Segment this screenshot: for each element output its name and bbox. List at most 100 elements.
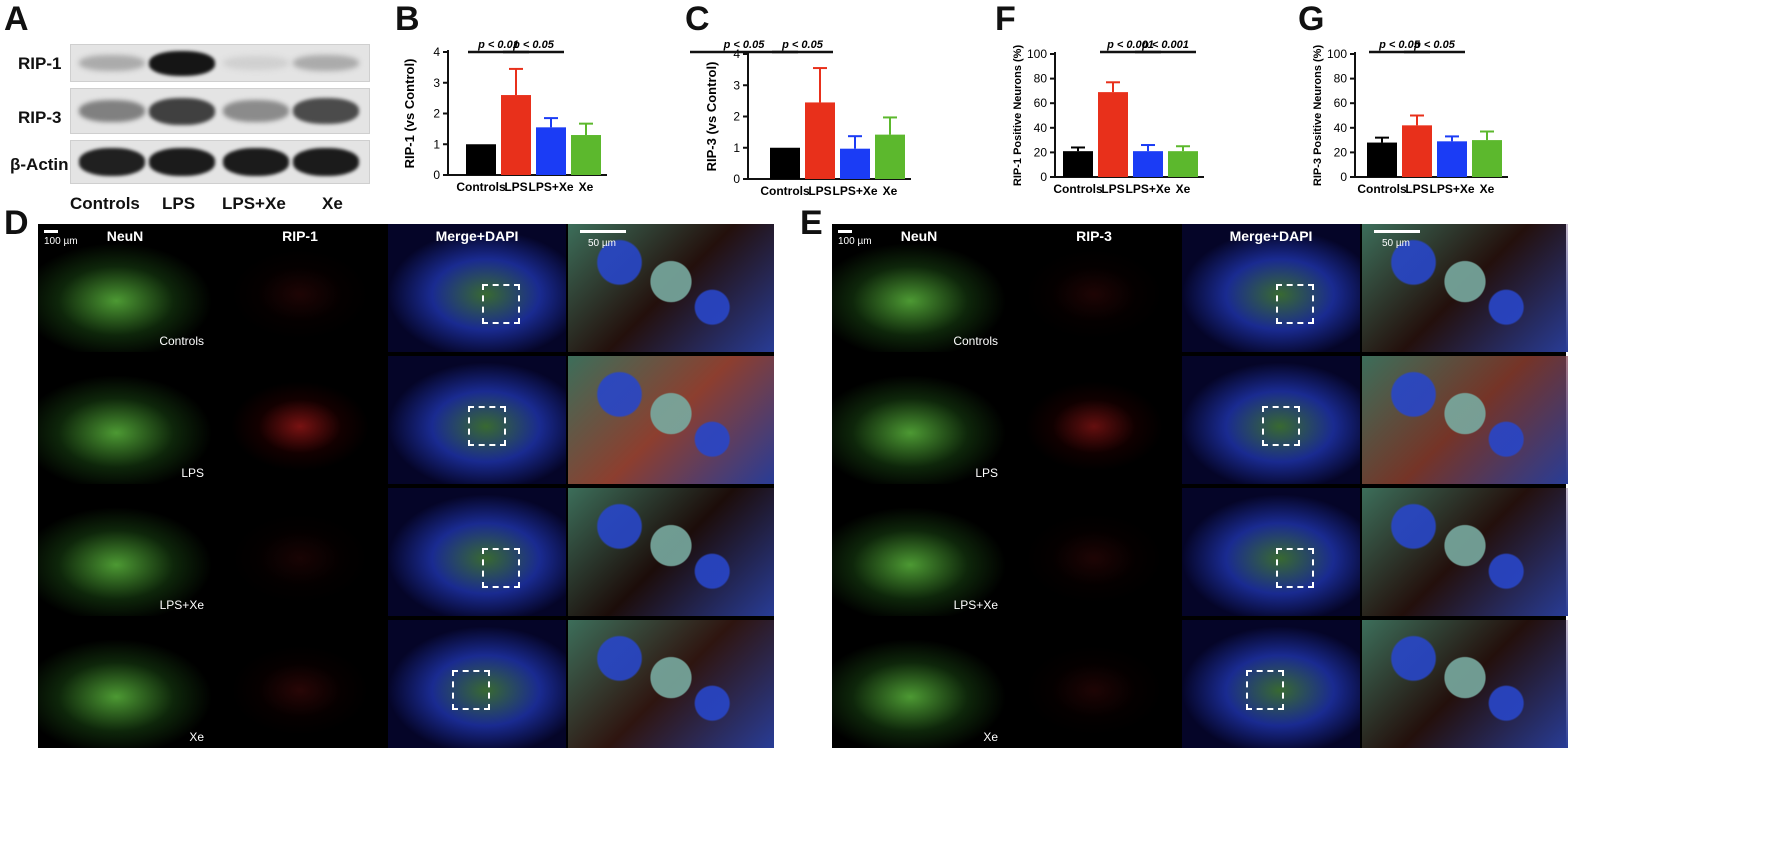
blot-band — [79, 148, 145, 176]
y-tick-label: 40 — [1034, 121, 1048, 135]
blot-strip-rip3 — [70, 88, 370, 134]
bar-xe — [1168, 151, 1198, 177]
x-tick-label: LPS+Xe — [1429, 182, 1474, 196]
y-tick-label: 1 — [733, 141, 740, 155]
y-tick-label: 0 — [1040, 170, 1047, 184]
x-tick-label: Xe — [579, 180, 594, 194]
bar-xe — [1472, 140, 1502, 177]
blot-band — [223, 100, 289, 122]
scale-bar — [838, 230, 852, 233]
roi-box — [482, 284, 520, 324]
column-header: RIP-1 — [282, 228, 318, 244]
micrograph-neun: LPS+Xe — [832, 488, 1006, 616]
x-tick-label: LPS+Xe — [832, 184, 877, 198]
row-label: LPS+Xe — [953, 598, 998, 612]
micrograph-merge — [388, 356, 566, 484]
bar-lps — [805, 102, 835, 179]
roi-box — [1246, 670, 1284, 710]
micrograph-merge — [1182, 488, 1360, 616]
y-tick-label: 3 — [433, 76, 440, 90]
y-tick-label: 40 — [1334, 121, 1348, 135]
micrograph-merge: Merge+DAPI — [1182, 224, 1360, 352]
scale-bar — [44, 230, 58, 233]
micrograph-zoom: 50 µm — [568, 224, 774, 352]
bar-xe — [571, 135, 601, 175]
x-tick-label: LPS — [504, 180, 527, 194]
roi-box — [1262, 406, 1300, 446]
y-tick-label: 20 — [1334, 145, 1348, 159]
column-header: RIP-3 — [1076, 228, 1112, 244]
x-tick-label: LPS+Xe — [528, 180, 573, 194]
bar-lpsxe — [1133, 151, 1163, 177]
blot-band — [293, 148, 359, 176]
blot-band — [79, 55, 145, 71]
blot-lane-label: Controls — [70, 194, 140, 213]
panel-letter-g: G — [1298, 0, 1325, 38]
blot-band — [293, 98, 359, 124]
blot-row-label: RIP-1 — [18, 54, 62, 73]
panel-letter-c: C — [685, 0, 710, 38]
micrograph-rip — [214, 356, 386, 484]
scale-bar-label: 50 µm — [1382, 238, 1410, 249]
panel-letter-f: F — [995, 0, 1016, 38]
bar-xe — [875, 134, 905, 179]
scale-bar — [580, 230, 626, 233]
micrograph-merge — [388, 488, 566, 616]
y-tick-label: 4 — [733, 47, 740, 61]
micrograph-zoom — [1362, 356, 1568, 484]
y-tick-label: 1 — [433, 137, 440, 151]
micrograph-neun: LPS+Xe — [38, 488, 212, 616]
blot-strip-actin — [70, 140, 370, 184]
micrograph-zoom — [568, 488, 774, 616]
x-tick-label: Controls — [456, 180, 506, 194]
micrograph-zoom — [568, 620, 774, 748]
micrograph-merge — [1182, 356, 1360, 484]
row-label: Xe — [983, 730, 998, 744]
y-tick-label: 80 — [1034, 72, 1048, 86]
y-tick-label: 0 — [733, 172, 740, 186]
x-tick-label: Controls — [1053, 182, 1103, 196]
scale-bar-label: 100 µm — [838, 236, 872, 247]
bar-controls — [1367, 142, 1397, 177]
micrograph-zoom: 50 µm — [1362, 224, 1568, 352]
row-label: LPS — [181, 466, 204, 480]
row-label: Controls — [159, 334, 204, 348]
roi-box — [482, 548, 520, 588]
micrograph-rip — [214, 488, 386, 616]
bar-lpsxe — [536, 127, 566, 175]
x-tick-label: Xe — [883, 184, 898, 198]
roi-box — [1276, 284, 1314, 324]
y-axis-label: RIP-1 Positive Neurons (%) — [1012, 45, 1024, 187]
row-label: Xe — [189, 730, 204, 744]
blot-row-label: RIP-3 — [18, 108, 62, 127]
scale-bar-label: 50 µm — [588, 238, 616, 249]
bar-lpsxe — [840, 148, 870, 179]
micrograph-zoom — [1362, 620, 1568, 748]
roi-box — [452, 670, 490, 710]
blot-band — [149, 98, 215, 125]
p-value-annotation: p < 0.001 — [1106, 40, 1154, 51]
blot-band — [79, 100, 145, 122]
panel-letter-d: D — [4, 204, 29, 242]
micrograph-neun: LPS — [832, 356, 1006, 484]
blot-band — [293, 55, 359, 71]
bar-lps — [1402, 125, 1432, 177]
blot-lane-label: LPS+Xe — [222, 194, 286, 213]
roi-box — [468, 406, 506, 446]
y-tick-label: 3 — [733, 78, 740, 92]
panel-letter-b: B — [395, 0, 420, 38]
panel-letter-a: A — [4, 0, 29, 38]
scale-bar-label: 100 µm — [44, 236, 78, 247]
bar-lps — [501, 95, 531, 175]
micrograph-neun: LPS — [38, 356, 212, 484]
micrograph-rip — [214, 620, 386, 748]
blot-band — [223, 56, 289, 70]
micrograph-merge — [388, 620, 566, 748]
p-value-annotation: p < 0.01 — [477, 40, 519, 51]
x-tick-label: Xe — [1176, 182, 1191, 196]
y-tick-label: 20 — [1034, 145, 1048, 159]
p-value-annotation: p < 0.05 — [1413, 40, 1456, 51]
y-tick-label: 100 — [1027, 47, 1047, 61]
p-value-annotation: p < 0.05 — [1378, 40, 1421, 51]
